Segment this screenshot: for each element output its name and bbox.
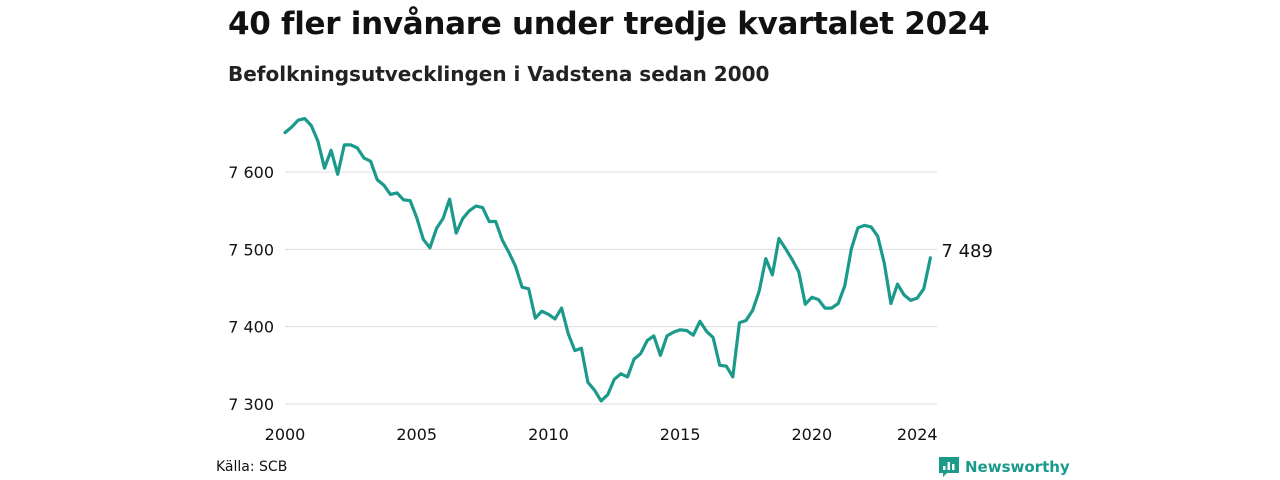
- chart-title: 40 fler invånare under tredje kvartalet …: [228, 6, 990, 42]
- chart-subtitle: Befolkningsutvecklingen i Vadstena sedan…: [228, 62, 770, 86]
- x-tick-label: 2020: [792, 425, 833, 444]
- brand-logo[interactable]: Newsworthy: [938, 456, 1070, 478]
- x-tick-label: 2015: [660, 425, 701, 444]
- chart-logo-icon: [939, 457, 959, 477]
- x-tick-label: 2010: [528, 425, 569, 444]
- series-line: [283, 116, 933, 403]
- brand-name: Newsworthy: [965, 458, 1070, 476]
- y-tick-label: 7 300: [228, 395, 274, 414]
- x-tick-label: 2005: [396, 425, 437, 444]
- x-tick-label: 2024: [897, 425, 938, 444]
- axis-labels: 7 300 7 400 7 500 7 600 2000 2005 2010 2015 2020…: [228, 163, 937, 444]
- x-tick-label: 2000: [265, 425, 306, 444]
- y-tick-label: 7 500: [228, 240, 274, 259]
- y-tick-label: 7 400: [228, 318, 274, 337]
- gridlines: [285, 171, 937, 405]
- series-layer: 7 489: [283, 116, 993, 403]
- end-value-label: 7 489: [941, 241, 993, 262]
- source-note: Källa: SCB: [216, 459, 288, 475]
- y-tick-label: 7 600: [228, 163, 274, 182]
